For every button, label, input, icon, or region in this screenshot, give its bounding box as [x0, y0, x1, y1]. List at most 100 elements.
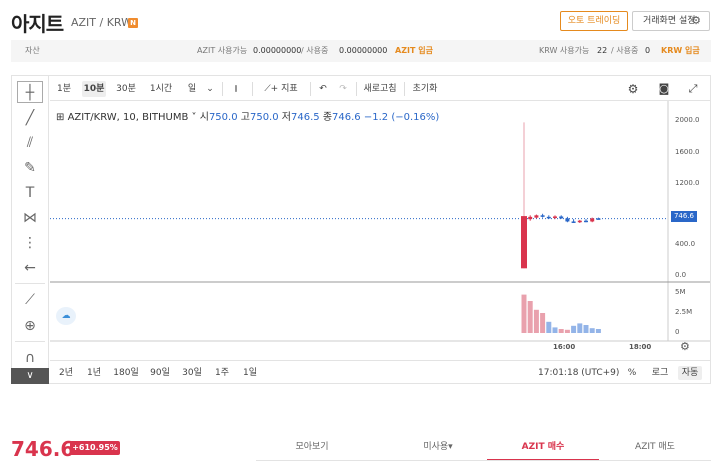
tab-overview[interactable]: 모아보기	[295, 442, 329, 452]
range-1d[interactable]: 1일	[242, 368, 257, 378]
candle	[565, 218, 570, 222]
magnet-icon[interactable]: ∩	[24, 350, 36, 366]
fib-icon[interactable]: ⫽	[26, 135, 34, 151]
price-axis-label: 400.0	[675, 240, 696, 248]
azit-available-label: AZIT 사용가능	[197, 46, 248, 55]
auto-toggle[interactable]: 자동	[678, 366, 702, 380]
auto-trading-button[interactable]: 오토 트레이딩	[560, 11, 628, 31]
indicator-button[interactable]: ⟋+ 지표	[260, 81, 302, 97]
trendline-icon[interactable]: ╱	[25, 110, 35, 126]
toolbar-divider	[356, 82, 357, 96]
interval-day[interactable]: 일	[187, 84, 197, 94]
price-axis-label: 1200.0	[675, 179, 700, 187]
krw-inuse-label: / 사용중	[611, 46, 639, 55]
candle	[546, 216, 551, 219]
reset-button[interactable]: 초기화	[412, 84, 438, 94]
percent-toggle[interactable]: %	[627, 368, 637, 378]
azit-deposit-link[interactable]: AZIT 입금	[395, 46, 433, 55]
tab-divider	[256, 460, 711, 461]
chevron-down-icon[interactable]: ⌄	[206, 84, 214, 94]
brush-icon[interactable]: ✎	[24, 160, 36, 176]
candle	[521, 216, 527, 269]
chevron-down-icon[interactable]: ∨	[11, 368, 49, 384]
krw-inuse-value: 0	[645, 46, 651, 55]
volume-bar	[583, 325, 589, 333]
tool-divider	[15, 283, 45, 284]
range-bar: 2년 1년 180일 90일 30일 1주 1일 17:01:18 (UTC+9…	[50, 360, 710, 384]
range-90d[interactable]: 90일	[150, 368, 170, 378]
high-label: 고	[240, 112, 250, 123]
prediction-icon[interactable]: ⋮	[23, 235, 37, 251]
volume-axis-label: 5M	[675, 288, 686, 296]
fullscreen-icon[interactable]: ⤢	[688, 82, 698, 95]
volume-bar	[546, 321, 552, 333]
zoom-icon[interactable]: ⊕	[24, 318, 36, 334]
toolbar-divider	[252, 82, 253, 96]
candle	[571, 221, 576, 223]
tab-azit-buy[interactable]: AZIT 매수	[487, 437, 599, 461]
arrow-left-icon[interactable]: ←	[24, 260, 36, 276]
interval-10m[interactable]: 10분	[82, 81, 106, 97]
candle	[577, 220, 582, 223]
time-axis-label: 16:00	[553, 343, 576, 351]
indicator-label: 지표	[281, 84, 298, 94]
chart-toolbar: 1분 10분 30분 1시간 일 ⌄ ⫾ ⟋+ 지표 ↶ ↷ 새로고침 초기화 …	[50, 77, 710, 101]
expand-legend-icon[interactable]: ⊞	[56, 112, 68, 123]
chart-settings-icon[interactable]: ⚙	[680, 340, 690, 353]
refresh-button[interactable]: 새로고침	[363, 84, 397, 94]
range-180d[interactable]: 180일	[113, 368, 139, 378]
interval-1h[interactable]: 1시간	[149, 84, 173, 94]
range-1y[interactable]: 1년	[86, 368, 101, 378]
price-axis-label: 1600.0	[675, 148, 700, 156]
time-axis-label: 18:00	[629, 343, 652, 351]
volume-bar	[533, 309, 539, 333]
camera-icon[interactable]: ◙	[658, 82, 670, 95]
crosshair-icon[interactable]: ┼	[17, 81, 43, 103]
tab-azit-sell[interactable]: AZIT 매도	[635, 442, 675, 452]
redo-icon[interactable]: ↷	[339, 84, 347, 94]
candle	[553, 216, 557, 218]
ruler-icon[interactable]: ⟋	[25, 292, 35, 308]
interval-1m[interactable]: 1분	[56, 84, 71, 94]
low-value: 746.5	[291, 112, 320, 123]
current-price-tag: 746.6	[671, 211, 697, 222]
candle-type-icon[interactable]: ⫾	[234, 84, 238, 94]
undo-icon[interactable]: ↶	[319, 84, 327, 94]
tool-divider	[15, 341, 45, 342]
open-label: 시	[199, 112, 209, 123]
volume-bar	[521, 294, 527, 333]
azit-inuse-value: 0.00000000	[339, 46, 388, 55]
candle	[540, 215, 545, 217]
candle	[584, 220, 588, 223]
range-30d[interactable]: 30일	[182, 368, 202, 378]
screen-settings-button[interactable]: 거래화면 설정 ⚙	[632, 11, 710, 31]
interval-30m[interactable]: 30분	[116, 84, 136, 94]
log-toggle[interactable]: 로그	[651, 368, 669, 378]
symbol-label[interactable]: AZIT/KRW, 10, BITHUMB	[67, 112, 189, 123]
change-value: −1.2 (−0.16%)	[363, 112, 440, 123]
range-1w[interactable]: 1주	[214, 368, 229, 378]
volume-axis-label: 2.5M	[675, 308, 693, 316]
volume-bar	[564, 329, 570, 333]
volume-bar	[540, 313, 546, 333]
settings-icon[interactable]: ⚙	[627, 82, 639, 96]
candle	[559, 216, 564, 219]
clock[interactable]: 17:01:18 (UTC+9)	[538, 368, 620, 378]
chart-canvas[interactable]	[50, 101, 710, 360]
volume-bar	[558, 329, 564, 333]
symbol-chevron-icon[interactable]: ˅	[191, 112, 200, 123]
candle	[528, 216, 533, 220]
text-icon[interactable]: T	[25, 185, 35, 201]
krw-deposit-link[interactable]: KRW 입금	[661, 46, 700, 55]
tab-unused[interactable]: 미사용▾	[423, 442, 453, 452]
asset-bar: 자산 AZIT 사용가능 0.00000000 / 사용중 0.00000000…	[11, 40, 711, 62]
volume-bar	[577, 323, 583, 333]
low-label: 저	[281, 112, 291, 123]
pattern-icon[interactable]: ⋈	[23, 210, 37, 226]
close-label: 종	[322, 112, 333, 123]
open-value: 750.0	[208, 112, 238, 123]
price-axis-label: 2000.0	[675, 116, 700, 124]
candle	[534, 215, 539, 218]
candle	[596, 218, 601, 220]
range-2y[interactable]: 2년	[58, 368, 73, 378]
